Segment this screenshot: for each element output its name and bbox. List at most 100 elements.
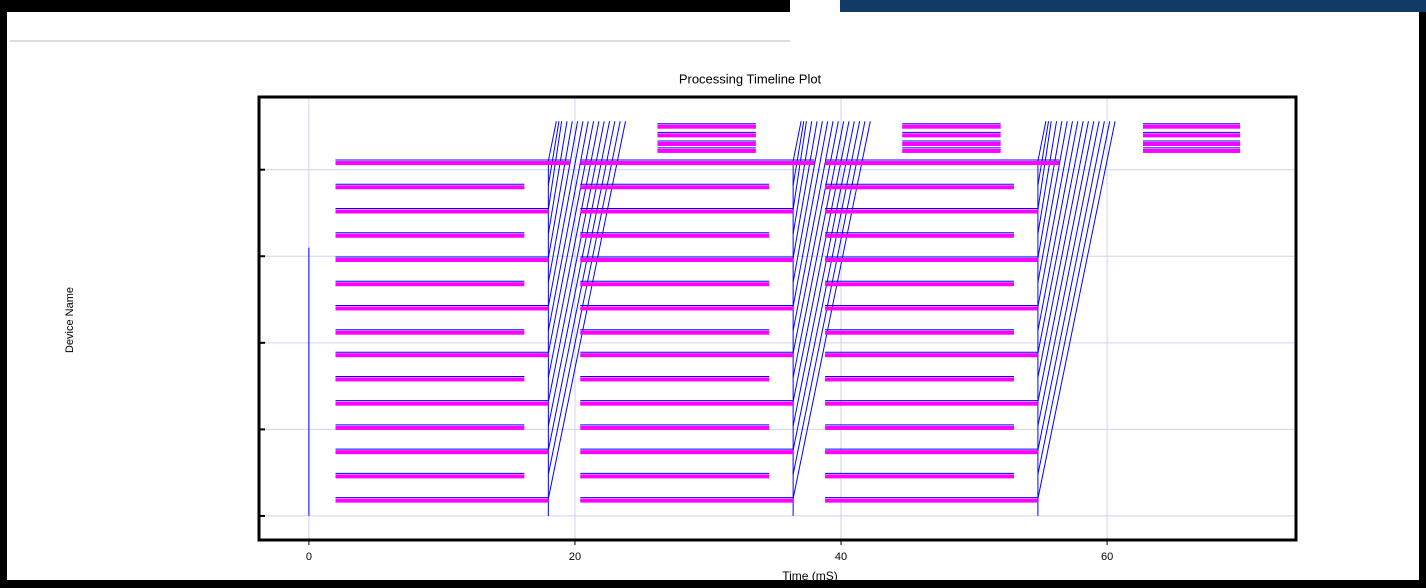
task-bar: [580, 425, 770, 430]
task-bar: [335, 257, 549, 262]
task-bar: [825, 425, 1014, 430]
task-bar: [902, 142, 1001, 147]
task-bar: [580, 353, 794, 358]
chart-title: Processing Timeline Plot: [679, 71, 822, 86]
link-line: [547, 121, 563, 210]
task-bar: [580, 282, 770, 287]
task-bar: [657, 142, 756, 147]
link-line: [1037, 121, 1089, 378]
link-line: [1037, 121, 1100, 427]
link-line: [792, 121, 802, 162]
task-bar: [580, 450, 794, 455]
link-line: [1037, 121, 1063, 259]
task-bar: [580, 306, 794, 311]
task-bar: [825, 377, 1014, 382]
link-line: [1037, 121, 1095, 402]
task-bar: [825, 450, 1038, 455]
task-bar: [657, 124, 756, 129]
task-bar: [825, 498, 1038, 503]
window-top-image: [840, 0, 1426, 12]
task-bar: [580, 401, 794, 406]
link-line: [792, 121, 805, 186]
y-axis-label: Device Name: [64, 287, 76, 353]
task-bar: [335, 330, 525, 335]
task-bar: [580, 161, 815, 166]
task-bar: [825, 185, 1014, 190]
task-bar: [335, 306, 549, 311]
task-bar: [825, 233, 1014, 238]
plot-area: [259, 97, 1296, 545]
task-bar: [1143, 142, 1241, 147]
task-bar: [335, 450, 549, 455]
task-bar: [335, 209, 549, 214]
task-bar: [657, 133, 756, 138]
link-line: [1037, 121, 1068, 283]
window-bottom-border: [0, 580, 1426, 588]
link-line: [1037, 121, 1084, 354]
task-bar: [825, 161, 1060, 166]
link-line: [547, 121, 568, 234]
task-bar: [825, 257, 1038, 262]
link-line: [547, 121, 589, 331]
task-bar: [902, 148, 1001, 153]
link-line: [1037, 121, 1052, 210]
task-bar: [1143, 148, 1241, 153]
link-line: [792, 121, 866, 475]
link-line: [1037, 121, 1058, 234]
task-bar: [335, 353, 549, 358]
plot-frame: [257, 95, 1298, 542]
link-line: [547, 121, 584, 307]
link-line: [792, 121, 834, 331]
window-left-border: [0, 0, 7, 588]
task-bar: [657, 148, 756, 153]
task-bar: [335, 233, 525, 238]
link-line: [1037, 121, 1111, 475]
task-bar: [335, 377, 525, 382]
task-bar: [335, 498, 549, 503]
x-tick-label: 20: [569, 551, 581, 563]
x-tick-label: 60: [1101, 551, 1113, 563]
task-bar: [335, 161, 570, 166]
link-line: [547, 121, 573, 259]
link-line: [547, 121, 579, 283]
task-bar: [902, 124, 1001, 129]
x-axis-label: Time (mS): [782, 569, 838, 583]
task-bar: [1143, 133, 1241, 138]
link-line: [547, 121, 560, 186]
link-line: [1037, 121, 1116, 499]
task-bar: [580, 233, 770, 238]
link-line: [1037, 121, 1073, 307]
window-top-bar: [0, 0, 790, 12]
link-line: [547, 121, 611, 427]
link-line: [792, 121, 855, 427]
link-line: [792, 121, 823, 283]
task-bar: [335, 474, 525, 479]
task-bar: [825, 209, 1038, 214]
x-tick-label: 0: [306, 551, 312, 563]
task-bar: [825, 282, 1014, 287]
link-line: [792, 121, 813, 234]
task-bar: [335, 401, 549, 406]
link-line: [792, 121, 850, 402]
link-line: [1037, 121, 1047, 162]
link-line: [547, 121, 557, 162]
link-line: [547, 121, 621, 475]
link-line: [792, 121, 807, 210]
task-bar: [825, 306, 1038, 311]
link-line: [792, 121, 818, 259]
task-bar: [335, 185, 525, 190]
task-bar: [825, 353, 1038, 358]
task-bar: [335, 282, 525, 287]
link-line: [792, 121, 829, 307]
task-bar: [580, 330, 770, 335]
task-bar: [580, 185, 770, 190]
window-right-border: [1419, 12, 1426, 588]
task-bar: [580, 474, 770, 479]
link-line: [1037, 121, 1050, 186]
link-line: [1037, 121, 1105, 451]
link-line: [547, 121, 605, 402]
x-tick-label: 40: [835, 551, 847, 563]
task-bar: [335, 425, 525, 430]
task-bar: [902, 133, 1001, 138]
